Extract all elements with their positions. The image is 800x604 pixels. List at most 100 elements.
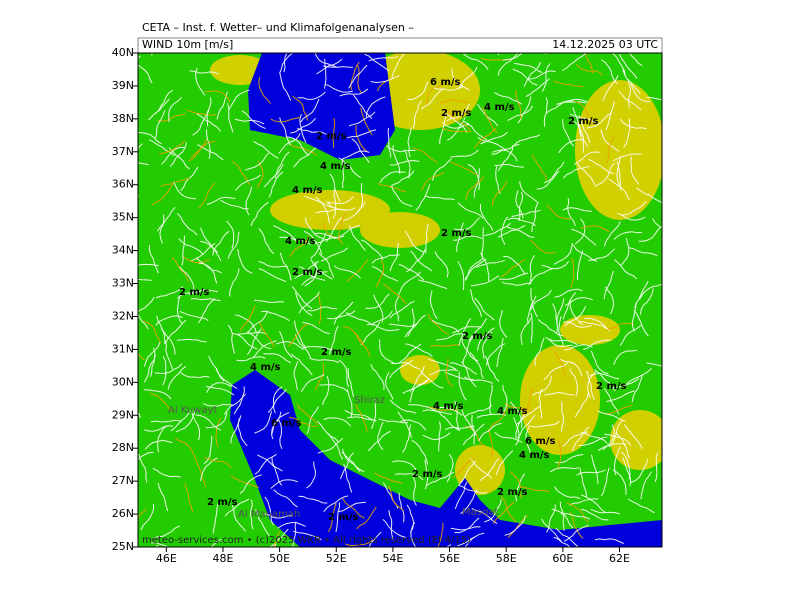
streamline [164, 340, 174, 370]
streamline [138, 278, 152, 281]
streamline [541, 63, 551, 92]
streamline [629, 53, 643, 67]
streamline [561, 53, 587, 71]
streamline [341, 451, 365, 473]
lat-tick-label: 29N [112, 408, 134, 421]
streamline [351, 138, 370, 163]
streamline [646, 362, 662, 367]
streamline [200, 227, 218, 253]
streamline [475, 260, 505, 268]
streamline [319, 384, 349, 393]
streamline [157, 425, 168, 453]
streamline [474, 127, 497, 149]
streamline [288, 323, 309, 347]
streamline [487, 428, 494, 458]
streamline [502, 255, 526, 275]
streamline [430, 344, 461, 348]
lat-tick-label: 30N [112, 375, 134, 388]
streamline [571, 228, 597, 246]
lat-tick-label: 35N [112, 211, 134, 224]
streamline [399, 271, 421, 293]
streamline [422, 432, 451, 441]
streamline [623, 118, 631, 148]
streamline [258, 260, 288, 268]
streamline [640, 471, 652, 500]
streamline [507, 217, 536, 227]
streamline [206, 129, 211, 160]
streamline [630, 82, 650, 103]
contour-label: 4 m/s [433, 401, 464, 412]
streamline [559, 501, 565, 532]
streamline [531, 154, 548, 181]
streamline [323, 65, 353, 68]
streamline [272, 386, 283, 414]
streamline [360, 107, 373, 136]
streamline [553, 536, 571, 547]
streamline [310, 258, 333, 280]
streamline [604, 433, 632, 446]
streamline [294, 333, 312, 360]
streamline [553, 350, 567, 378]
streamline [258, 77, 271, 104]
streamline [602, 424, 615, 451]
streamline [377, 422, 384, 451]
streamline [294, 320, 307, 348]
streamline [150, 347, 156, 377]
streamline [614, 259, 638, 280]
streamline [180, 372, 210, 379]
streamline [481, 331, 493, 359]
streamline [198, 182, 216, 208]
streamline [224, 498, 250, 517]
streamline [360, 239, 384, 260]
streamline [407, 127, 412, 158]
streamline [429, 369, 459, 376]
streamline [188, 138, 208, 162]
streamline [306, 406, 319, 435]
streamline [204, 90, 231, 103]
streamline [480, 131, 508, 145]
streamline [230, 475, 259, 488]
streamline [254, 410, 273, 434]
streamline [562, 119, 575, 147]
streamline [389, 399, 417, 414]
streamline [530, 312, 533, 343]
streamline [504, 402, 534, 412]
streamline [465, 425, 486, 448]
lon-tick-label: 50E [269, 552, 290, 565]
streamline [245, 152, 269, 171]
streamline [477, 136, 506, 150]
streamline [546, 504, 556, 533]
streamline [341, 150, 370, 160]
streamline [227, 324, 235, 354]
streamline [347, 129, 377, 139]
streamline [292, 521, 297, 547]
lon-tick-label: 52E [326, 552, 347, 565]
contour-label: 2 m/s [412, 469, 443, 480]
streamline [195, 414, 221, 431]
streamline [427, 358, 457, 370]
streamline [370, 323, 400, 332]
streamline [525, 424, 532, 454]
streamline [536, 170, 560, 190]
streamline [515, 473, 526, 502]
streamline [392, 460, 418, 473]
streamline [452, 326, 482, 334]
streamline [212, 503, 219, 534]
streamline [288, 143, 317, 156]
streamline [445, 358, 454, 387]
streamline [382, 518, 406, 538]
streamline [327, 433, 344, 460]
streamline [348, 64, 368, 89]
streamline [574, 100, 593, 124]
streamline [630, 156, 640, 185]
streamline [364, 53, 390, 72]
streamline [591, 454, 599, 485]
streamline [315, 196, 330, 224]
streamline [186, 109, 217, 116]
streamline [500, 496, 517, 523]
streamline [578, 436, 608, 446]
streamline [371, 266, 399, 282]
streamline [504, 515, 526, 536]
streamline [583, 339, 612, 350]
streamline [272, 531, 281, 547]
